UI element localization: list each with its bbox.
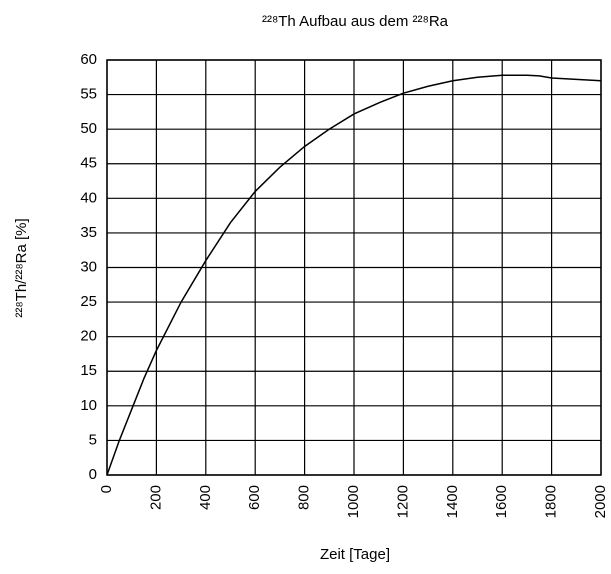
y-tick-label: 50 — [80, 120, 97, 137]
y-tick-label: 45 — [80, 155, 97, 172]
x-axis-label: Zeit [Tage] — [320, 546, 390, 563]
y-axis-label: ²²⁸Th/²²⁸Ra [%] — [13, 218, 30, 317]
x-tick-label: 1000 — [345, 485, 362, 518]
x-tick-label: 1600 — [493, 485, 510, 518]
x-tick-label: 1200 — [394, 485, 411, 518]
x-tick-label: 200 — [147, 485, 164, 510]
y-tick-label: 60 — [80, 51, 97, 68]
x-tick-label: 2000 — [592, 485, 609, 518]
x-tick-label: 600 — [246, 485, 263, 510]
y-tick-label: 55 — [80, 86, 97, 103]
x-tick-label: 0 — [98, 485, 115, 493]
y-tick-label: 30 — [80, 258, 97, 275]
y-tick-label: 35 — [80, 224, 97, 241]
y-tick-label: 5 — [89, 431, 97, 448]
y-tick-label: 20 — [80, 328, 97, 345]
y-tick-label: 40 — [80, 189, 97, 206]
chart-title: ²²⁸Th Aufbau aus dem ²²⁸Ra — [262, 13, 449, 30]
line-series — [106, 74, 602, 476]
y-tick-label: 10 — [80, 397, 97, 414]
x-tick-label: 400 — [197, 485, 214, 510]
plot-frame — [106, 59, 602, 476]
x-tick-label: 1400 — [444, 485, 461, 518]
y-tick-label: 25 — [80, 293, 97, 310]
y-tick-label: 15 — [80, 362, 97, 379]
x-tick-label: 800 — [296, 485, 313, 510]
x-tick-label: 1800 — [543, 485, 560, 518]
y-tick-label: 0 — [89, 466, 97, 483]
